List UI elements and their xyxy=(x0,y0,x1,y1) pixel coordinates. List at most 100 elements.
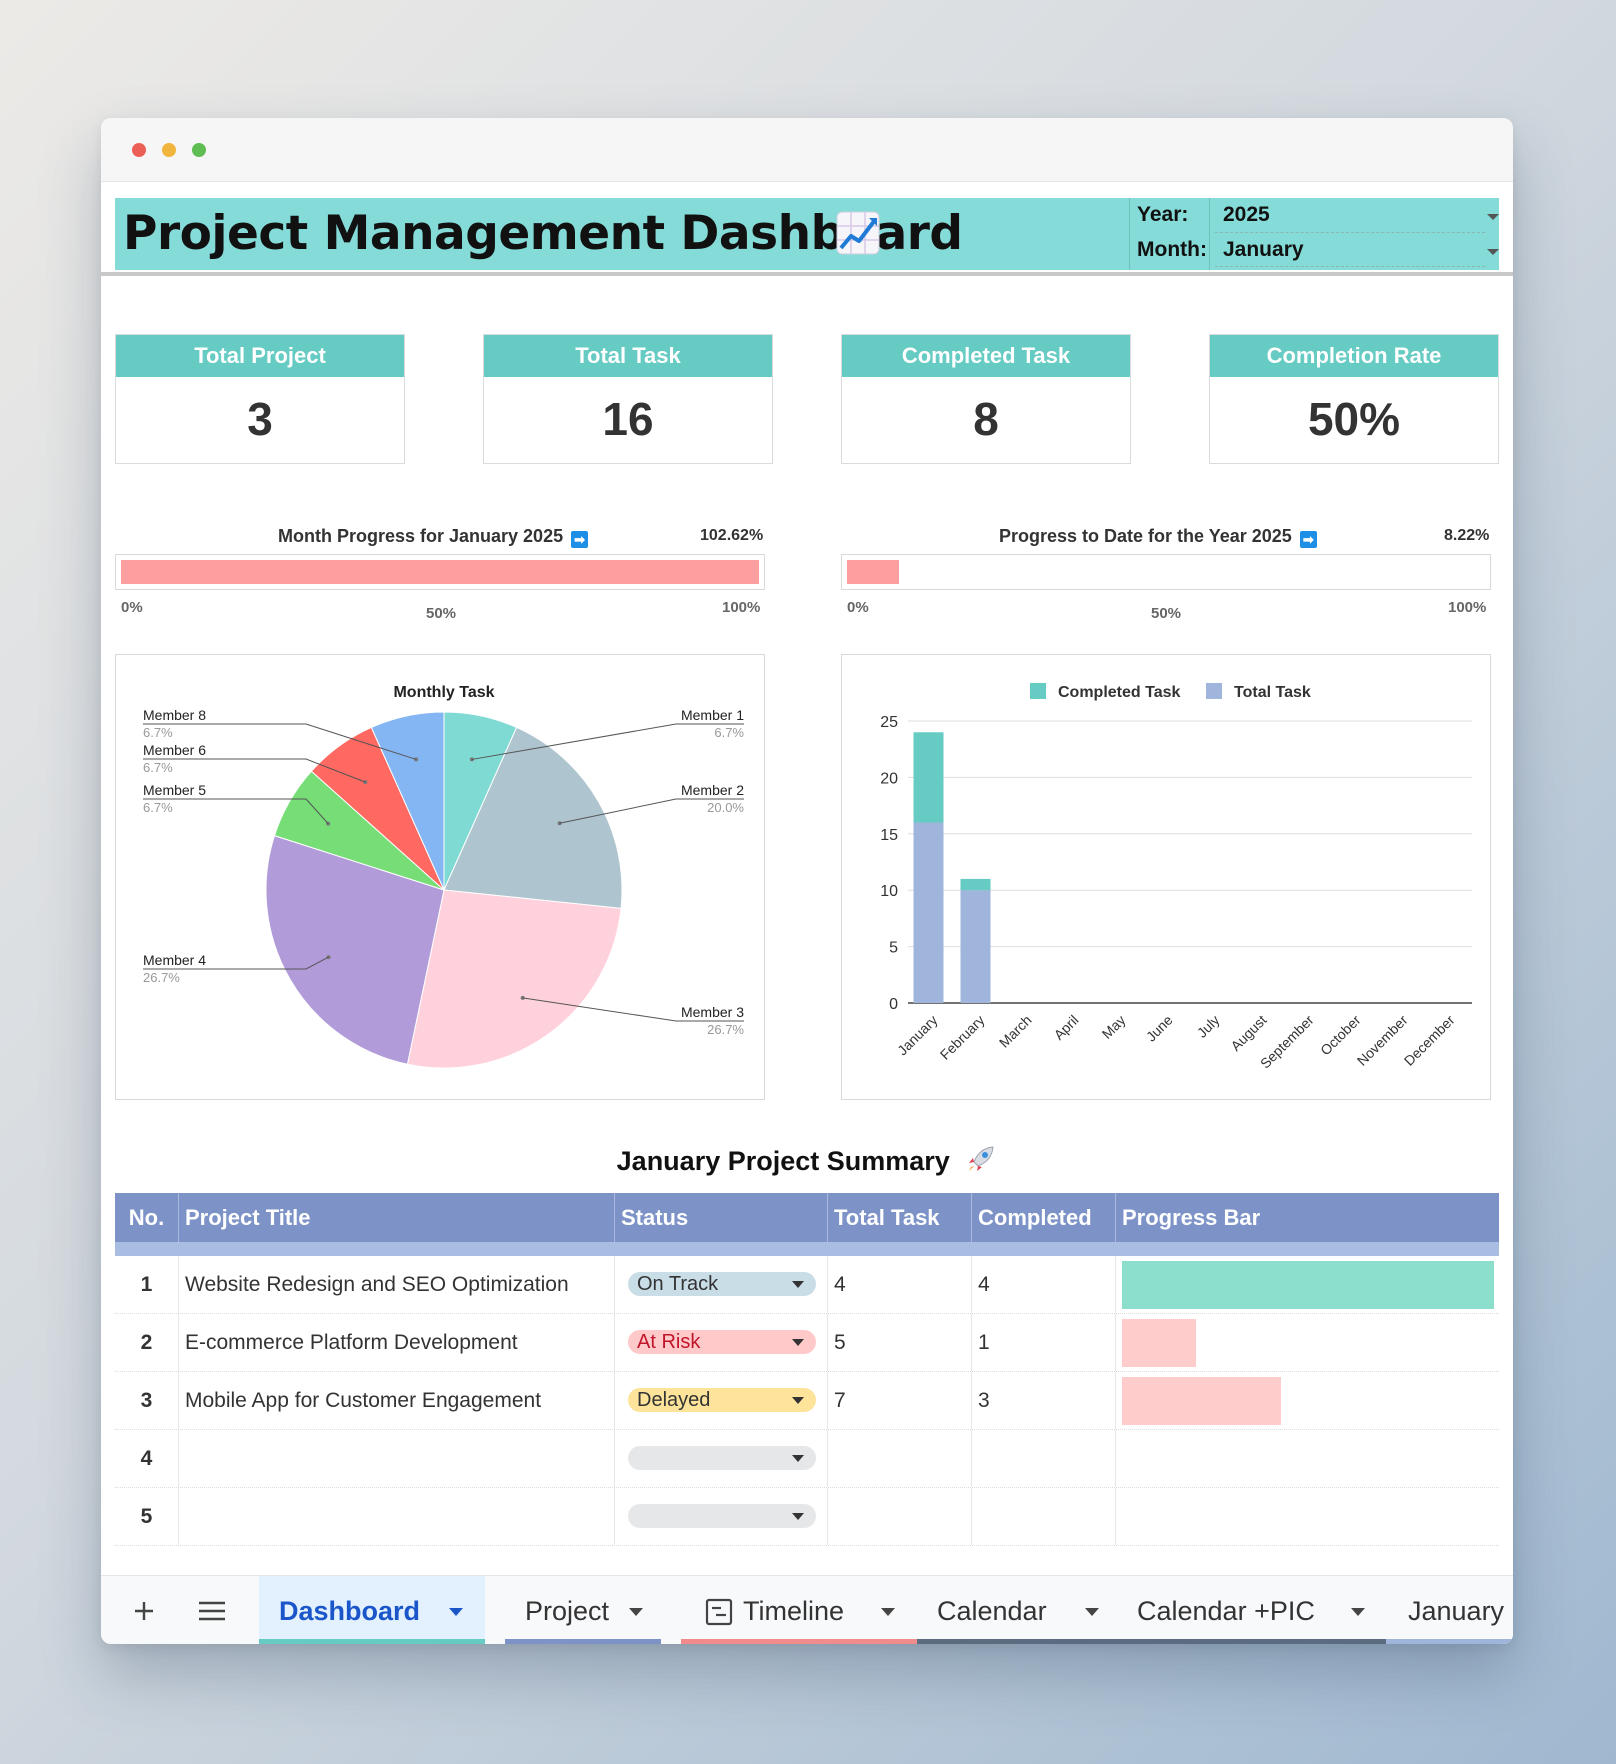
cell-progress-bar[interactable] xyxy=(1116,1488,1499,1545)
bar-completed-task[interactable] xyxy=(960,878,991,891)
chevron-down-icon xyxy=(792,1455,804,1462)
pie-slice[interactable] xyxy=(406,889,622,1069)
close-window-button[interactable] xyxy=(132,143,146,157)
pie-leader-line xyxy=(143,798,329,824)
chevron-down-icon[interactable] xyxy=(1351,1608,1365,1616)
cell-no[interactable]: 4 xyxy=(115,1430,179,1487)
year-progress-title: Progress to Date for the Year 2025 ➡ xyxy=(999,526,1317,548)
cell-completed[interactable]: 1 xyxy=(972,1314,1116,1371)
kpi-value: 16 xyxy=(602,393,654,445)
cell-status[interactable]: At Risk xyxy=(615,1314,828,1371)
cell-total-task[interactable]: 4 xyxy=(828,1256,972,1313)
month-tick-50: 50% xyxy=(426,605,457,622)
cell-no[interactable]: 1 xyxy=(115,1256,179,1313)
month-select[interactable]: January xyxy=(1223,238,1304,261)
month-dropdown-icon[interactable] xyxy=(1487,249,1499,255)
x-tick-label: February xyxy=(937,1012,988,1063)
y-tick-label: 20 xyxy=(880,770,898,787)
x-tick-label: August xyxy=(1227,1012,1269,1054)
cell-no[interactable]: 5 xyxy=(115,1488,179,1545)
cell-project-title[interactable]: Mobile App for Customer Engagement xyxy=(179,1372,615,1429)
filter-divider xyxy=(1209,198,1210,270)
status-dropdown[interactable]: Delayed xyxy=(628,1388,816,1412)
legend-swatch xyxy=(1030,683,1046,699)
tab-calendar-pic[interactable]: Calendar +PIC xyxy=(1117,1576,1386,1644)
cell-project-title[interactable]: Website Redesign and SEO Optimization xyxy=(179,1256,615,1313)
year-tick-100: 100% xyxy=(1448,599,1487,616)
cell-progress-bar[interactable] xyxy=(1116,1256,1499,1313)
cell-status[interactable]: Delayed xyxy=(615,1372,828,1429)
cell-completed[interactable]: 3 xyxy=(972,1372,1116,1429)
progress-bar-fill xyxy=(1122,1319,1196,1367)
cell-no[interactable]: 3 xyxy=(115,1372,179,1429)
cell-status[interactable] xyxy=(615,1430,828,1487)
table-header-row: No. Project Title Status Total Task Comp… xyxy=(115,1193,1499,1242)
kpi-label: Completion Rate xyxy=(1210,335,1498,377)
tab-project[interactable]: Project xyxy=(505,1576,661,1644)
tab-calendar[interactable]: Calendar xyxy=(917,1576,1117,1644)
kpi-completion-rate: Completion Rate 50% xyxy=(1209,334,1499,464)
cell-completed[interactable] xyxy=(972,1430,1116,1487)
pie-slice[interactable] xyxy=(370,711,445,891)
table-row: 4 xyxy=(115,1430,1499,1488)
column-header-status: Status xyxy=(615,1193,828,1242)
cell-project-title[interactable] xyxy=(179,1430,615,1487)
maximize-window-button[interactable] xyxy=(192,143,206,157)
year-select[interactable]: 2025 xyxy=(1223,203,1270,226)
cell-total-task[interactable]: 7 xyxy=(828,1372,972,1429)
column-header-project-title: Project Title xyxy=(179,1193,615,1242)
legend-label: Completed Task xyxy=(1058,684,1181,701)
cell-progress-bar[interactable] xyxy=(1116,1314,1499,1371)
pie-slice-percent: 26.7% xyxy=(707,1022,744,1037)
cell-status[interactable]: On Track xyxy=(615,1256,828,1313)
tab-color-bar xyxy=(1386,1639,1513,1644)
column-header-completed: Completed xyxy=(972,1193,1116,1242)
cell-project-title[interactable]: E-commerce Platform Development xyxy=(179,1314,615,1371)
cell-total-task[interactable] xyxy=(828,1488,972,1545)
x-tick-label: October xyxy=(1317,1012,1364,1059)
cell-total-task[interactable]: 5 xyxy=(828,1314,972,1371)
column-header-total-task: Total Task xyxy=(828,1193,972,1242)
chevron-down-icon[interactable] xyxy=(449,1608,463,1616)
year-dropdown-icon[interactable] xyxy=(1487,214,1499,220)
add-sheet-button[interactable] xyxy=(125,1576,165,1644)
bar-total-task[interactable] xyxy=(913,822,944,1003)
year-tick-50: 50% xyxy=(1151,605,1182,622)
cell-status[interactable] xyxy=(615,1488,828,1545)
cell-progress-bar[interactable] xyxy=(1116,1430,1499,1487)
cell-completed[interactable]: 4 xyxy=(972,1256,1116,1313)
tab-label: Calendar +PIC xyxy=(1137,1596,1315,1626)
cell-progress-bar[interactable] xyxy=(1116,1372,1499,1429)
cell-no[interactable]: 2 xyxy=(115,1314,179,1371)
status-dropdown[interactable]: On Track xyxy=(628,1272,816,1296)
kpi-label: Total Task xyxy=(484,335,772,377)
cell-total-task[interactable] xyxy=(828,1430,972,1487)
bar-completed-task[interactable] xyxy=(913,732,944,823)
chevron-down-icon xyxy=(792,1281,804,1288)
progress-bar-fill xyxy=(1122,1377,1281,1425)
kpi-label: Completed Task xyxy=(842,335,1130,377)
pie-leader-line xyxy=(471,723,744,760)
pie-slice[interactable] xyxy=(443,726,623,909)
cell-completed[interactable] xyxy=(972,1488,1116,1545)
chevron-down-icon[interactable] xyxy=(881,1608,895,1616)
minimize-window-button[interactable] xyxy=(162,143,176,157)
column-header-no: No. xyxy=(115,1193,179,1242)
cell-project-title[interactable] xyxy=(179,1488,615,1545)
bar-total-task[interactable] xyxy=(960,890,991,1003)
tab-timeline[interactable]: Timeline xyxy=(681,1576,917,1644)
tab-january[interactable]: January xyxy=(1386,1576,1513,1644)
pie-slice[interactable] xyxy=(265,835,445,1065)
year-progress-percent: 8.22% xyxy=(1444,527,1490,544)
pie-leader-line xyxy=(522,997,744,1022)
all-sheets-button[interactable] xyxy=(189,1576,239,1644)
status-dropdown[interactable]: At Risk xyxy=(628,1330,816,1354)
status-dropdown[interactable] xyxy=(628,1504,816,1528)
status-text: Delayed xyxy=(637,1389,711,1411)
pie-slice-percent: 20.0% xyxy=(707,800,744,815)
pie-chart-title: Monthly Task xyxy=(393,684,494,701)
status-dropdown[interactable] xyxy=(628,1446,816,1470)
chevron-down-icon[interactable] xyxy=(629,1608,643,1616)
tab-dashboard[interactable]: Dashboard xyxy=(259,1576,485,1644)
chevron-down-icon[interactable] xyxy=(1085,1608,1099,1616)
